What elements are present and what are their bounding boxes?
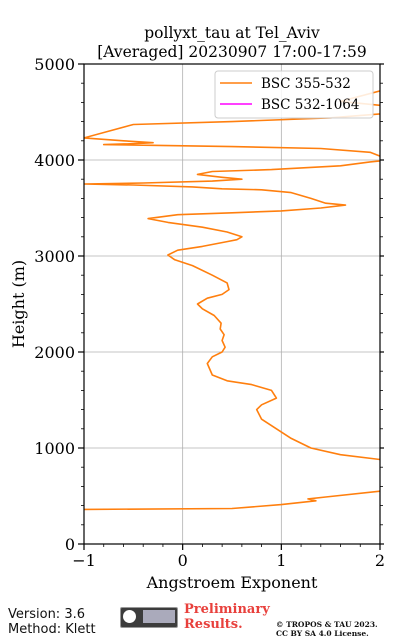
legend-box: [214, 70, 374, 119]
method-text: Method: Klett: [8, 622, 96, 637]
y-axis-label: Height (m): [9, 260, 28, 348]
x-tick-label: 0: [178, 551, 188, 570]
x-tick-label: 2: [375, 551, 385, 570]
cc-logo-icon: [123, 610, 136, 623]
legend-label-bsc-532-1064: BSC 532-1064: [261, 97, 359, 113]
preliminary-line-1: Preliminary: [184, 602, 270, 617]
series-layer: [84, 90, 380, 511]
x-tick-label: 1: [276, 551, 286, 570]
y-tick-label: 2000: [34, 343, 75, 362]
y-tick-label: 1000: [34, 439, 75, 458]
legend-label-bsc-355-532: BSC 355-532: [261, 76, 351, 92]
chart: pollyxt_tau at Tel_Aviv [Averaged] 20230…: [9, 24, 385, 592]
by-sa-icon: [143, 610, 175, 623]
cc-license-icon: [120, 607, 178, 628]
license-line-1: © TROPOS & TAU 2023.: [276, 620, 378, 629]
license-line-2: CC BY SA 4.0 License.: [276, 629, 369, 638]
chart-subtitle: [Averaged] 20230907 17:00-17:59: [97, 43, 367, 61]
x-axis-label: Angstroem Exponent: [146, 573, 318, 592]
y-tick-label: 4000: [34, 151, 75, 170]
y-tick-label: 3000: [34, 247, 75, 266]
license-note: © TROPOS & TAU 2023. CC BY SA 4.0 Licens…: [276, 620, 378, 638]
preliminary-results-note: Preliminary Results.: [184, 602, 270, 632]
series-line-bsc-355-532: [84, 90, 380, 511]
plot-frame: [83, 63, 381, 545]
version-text: Version: 3.6: [8, 607, 85, 622]
y-tick-label: 5000: [34, 55, 75, 74]
grid-lines: [84, 64, 380, 544]
preliminary-line-2: Results.: [184, 617, 243, 632]
chart-title: pollyxt_tau at Tel_Aviv: [144, 24, 320, 42]
x-tick-label: −1: [72, 551, 96, 570]
legend: BSC 355-532 BSC 532-1064: [214, 70, 374, 119]
y-tick-label: 0: [65, 535, 75, 554]
